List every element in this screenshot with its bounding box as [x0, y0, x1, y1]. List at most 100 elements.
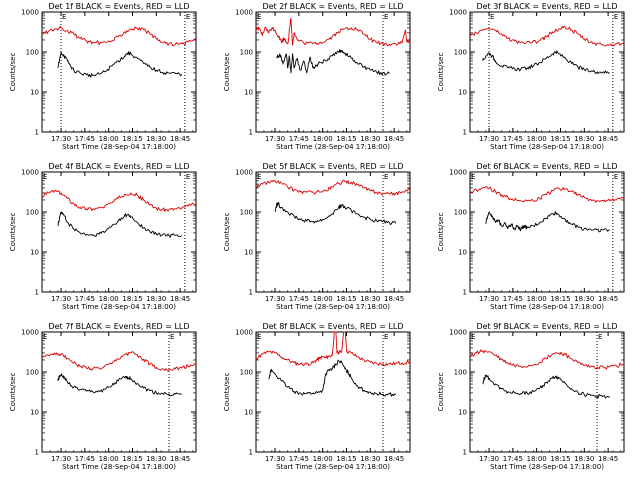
chart-panel-7: Det 7f BLACK = Events, RED = LLD 1 10 100 10… — [9, 322, 197, 471]
y-tick-label: 1 — [249, 129, 253, 137]
chart-panel-3: Det 3f BLACK = Events, RED = LLD 1 10 100 10… — [437, 2, 625, 151]
events-series-line — [482, 50, 610, 75]
chart-panel-1: Det 1f BLACK = Events, RED = LLD 1 10 100 10… — [9, 2, 197, 151]
x-tick-label: 18:00 — [99, 295, 119, 303]
x-tick-label: 17:30 — [265, 135, 285, 143]
x-tick-label: 17:45 — [503, 295, 523, 303]
event-marker-label: E — [384, 333, 388, 341]
event-marker-label: E — [614, 13, 618, 21]
x-tick-label: 18:15 — [550, 295, 570, 303]
x-tick-label: 17:45 — [503, 455, 523, 463]
x-axis-label: Start Time (28-Sep-04 17:18:00) — [62, 143, 176, 151]
y-axis-label: Counts/sec — [437, 373, 445, 412]
x-tick-label: 18:00 — [313, 295, 333, 303]
y-tick-label: 100 — [454, 49, 467, 57]
x-tick-label: 17:30 — [479, 135, 499, 143]
lld-series-line — [255, 17, 411, 46]
events-series-line — [57, 51, 183, 78]
y-tick-label: 1 — [463, 449, 467, 457]
x-tick-label: 18:15 — [336, 135, 356, 143]
x-tick-label: 18:30 — [360, 455, 380, 463]
chart-panel-8: Det 8f BLACK = Events, RED = LLD 1 10 100 10… — [223, 322, 411, 471]
chart-panel-9: Det 9f BLACK = Events, RED = LLD 1 10 100 10… — [437, 322, 625, 471]
event-marker-label: E — [43, 333, 47, 341]
y-tick-label: 1000 — [235, 169, 253, 177]
x-tick-label: 17:30 — [265, 455, 285, 463]
plot-frame — [469, 11, 625, 133]
x-axis-label: Start Time (28-Sep-04 17:18:00) — [490, 463, 604, 471]
plot-frame — [469, 331, 625, 453]
y-axis-label: Counts/sec — [223, 53, 231, 92]
y-tick-label: 1 — [463, 289, 467, 297]
y-tick-label: 10 — [244, 89, 253, 97]
x-tick-label: 18:00 — [99, 135, 119, 143]
events-series-line — [276, 49, 390, 76]
x-tick-label: 18:15 — [336, 455, 356, 463]
event-marker-label: E — [598, 333, 602, 341]
y-tick-label: 10 — [30, 409, 39, 417]
chart-panel-4: Det 4f BLACK = Events, RED = LLD 1 10 100 10… — [9, 162, 197, 311]
chart-panel-6: Det 6f BLACK = Events, RED = LLD 1 10 100 10… — [437, 162, 625, 311]
x-tick-label: 18:30 — [574, 455, 594, 463]
x-axis-label: Start Time (28-Sep-04 17:18:00) — [276, 303, 390, 311]
event-marker-label: E — [384, 13, 388, 21]
panel-title: Det 1f BLACK = Events, RED = LLD — [48, 2, 189, 11]
y-tick-label: 1000 — [21, 329, 39, 337]
plot-frame — [255, 11, 411, 133]
y-tick-label: 1 — [35, 129, 39, 137]
y-tick-label: 1000 — [449, 329, 467, 337]
lld-series-line — [256, 179, 411, 196]
x-tick-label: 18:45 — [598, 135, 618, 143]
panel-title: Det 9f BLACK = Events, RED = LLD — [476, 322, 617, 331]
event-marker-label: E — [490, 13, 494, 21]
events-series-line — [268, 359, 397, 397]
x-tick-label: 18:30 — [146, 135, 166, 143]
plot-frame — [41, 11, 197, 133]
events-series-line — [57, 211, 183, 238]
x-tick-label: 17:45 — [289, 135, 309, 143]
panel-title: Det 2f BLACK = Events, RED = LLD — [262, 2, 403, 11]
x-tick-label: 18:30 — [146, 295, 166, 303]
x-tick-label: 18:45 — [384, 295, 404, 303]
y-tick-label: 1000 — [449, 169, 467, 177]
lld-series-line — [41, 351, 197, 372]
x-tick-label: 18:30 — [574, 135, 594, 143]
x-tick-label: 18:30 — [360, 295, 380, 303]
x-tick-label: 17:45 — [75, 295, 95, 303]
y-tick-label: 10 — [458, 89, 467, 97]
x-tick-label: 18:00 — [527, 135, 547, 143]
x-tick-label: 17:45 — [289, 295, 309, 303]
x-tick-label: 18:30 — [146, 455, 166, 463]
events-series-line — [274, 202, 397, 225]
x-tick-label: 17:45 — [75, 455, 95, 463]
x-tick-label: 17:45 — [75, 135, 95, 143]
event-marker-label: E — [43, 173, 47, 181]
panel-title: Det 4f BLACK = Events, RED = LLD — [48, 162, 189, 171]
y-axis-label: Counts/sec — [437, 213, 445, 252]
events-series-line — [482, 374, 610, 399]
x-axis-label: Start Time (28-Sep-04 17:18:00) — [276, 463, 390, 471]
x-tick-label: 18:00 — [99, 455, 119, 463]
lld-series-line — [469, 349, 625, 370]
x-tick-label: 18:15 — [122, 295, 142, 303]
y-tick-label: 10 — [30, 89, 39, 97]
chart-panel-5: Det 5f BLACK = Events, RED = LLD 1 10 100 10… — [223, 162, 411, 311]
panel-title: Det 3f BLACK = Events, RED = LLD — [476, 2, 617, 11]
y-axis-label: Counts/sec — [223, 213, 231, 252]
event-marker-label: E — [186, 13, 190, 21]
panel-title: Det 6f BLACK = Events, RED = LLD — [476, 162, 617, 171]
lld-series-line — [469, 25, 625, 47]
x-tick-label: 18:45 — [598, 455, 618, 463]
x-tick-label: 18:15 — [336, 295, 356, 303]
x-axis-label: Start Time (28-Sep-04 17:18:00) — [62, 303, 176, 311]
plot-frame — [469, 171, 625, 293]
x-tick-label: 18:00 — [313, 135, 333, 143]
event-marker-label: E — [614, 173, 618, 181]
x-tick-label: 17:30 — [51, 455, 71, 463]
y-tick-label: 1 — [463, 129, 467, 137]
x-tick-label: 18:15 — [122, 135, 142, 143]
y-axis-label: Counts/sec — [223, 373, 231, 412]
y-tick-label: 100 — [26, 369, 39, 377]
x-tick-label: 17:30 — [479, 295, 499, 303]
y-tick-label: 1000 — [449, 9, 467, 17]
